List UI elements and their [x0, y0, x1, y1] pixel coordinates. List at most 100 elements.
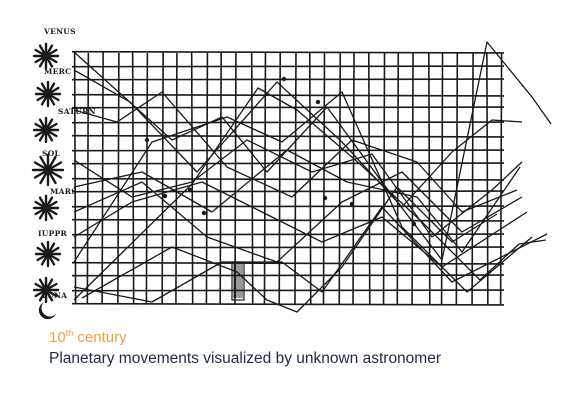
planet-label: SOL — [42, 149, 61, 158]
grid-horizontal-line — [71, 121, 505, 124]
hatched-block — [231, 261, 245, 301]
ink-dot — [411, 221, 417, 227]
star-core — [41, 203, 51, 213]
grid-vertical-line — [440, 52, 444, 305]
ink-dot — [315, 99, 321, 105]
grid-vertical-line — [161, 51, 164, 305]
star-ray — [48, 255, 56, 266]
star-core — [43, 249, 53, 259]
planet-label: VENUS — [43, 27, 76, 36]
grid-vertical-line — [411, 52, 414, 305]
orbit-curve — [73, 181, 528, 268]
grid-vertical-line — [190, 51, 194, 305]
star-core — [43, 165, 53, 175]
star-symbol — [31, 153, 65, 187]
star-symbol — [34, 80, 62, 108]
grid-vertical-line — [382, 52, 386, 305]
planet-label: SATURN — [58, 107, 96, 116]
orbit-curve — [73, 91, 533, 293]
grid-vertical-line — [219, 51, 222, 305]
star-ray — [46, 209, 54, 220]
grid-horizontal-line — [71, 78, 505, 81]
star-ray — [48, 242, 56, 253]
grid-vertical-line — [352, 52, 355, 305]
grid-horizontal-line — [71, 233, 505, 236]
grid-horizontal-line — [71, 302, 505, 306]
grid-vertical-line — [294, 52, 297, 305]
grid-horizontal-line — [71, 190, 505, 193]
planet-label: IUPPR — [38, 229, 68, 238]
grid-vertical-line — [308, 51, 312, 305]
grid-vertical-line — [131, 51, 135, 305]
century-label: 10th century — [49, 327, 563, 348]
orbit-curve — [73, 41, 552, 261]
star-ray — [46, 196, 54, 207]
grid-horizontal-line — [71, 177, 505, 181]
planet-label: MERC — [44, 67, 71, 76]
grid-horizontal-line — [71, 65, 505, 68]
star-ray — [40, 242, 48, 253]
grid-vertical-line — [486, 51, 489, 305]
planet-orbit-curves — [73, 41, 552, 313]
star-ray — [48, 171, 57, 185]
century-word: century — [77, 329, 127, 346]
planetary-movements-drawing: VENUS MERC SATURN SOL MARS IUPPR LUNA — [31, 27, 552, 320]
ink-dot — [349, 201, 355, 207]
grid-horizontal-line — [71, 162, 505, 165]
grid-horizontal-line — [71, 274, 505, 277]
planet-labels: VENUS MERC SATURN SOL MARS IUPPR LUNA — [38, 27, 96, 300]
star-core — [41, 125, 51, 135]
orbit-curve — [73, 87, 547, 301]
ink-dot — [201, 210, 207, 216]
star-ray — [49, 170, 63, 179]
planet-label: LUNA — [42, 291, 67, 300]
star-ray — [39, 171, 48, 185]
star-core — [43, 89, 53, 99]
star-symbol — [32, 42, 60, 70]
grid-vertical-line — [322, 52, 326, 305]
star-ray — [46, 278, 54, 289]
star-core — [41, 51, 51, 61]
star-ray — [40, 255, 48, 266]
grid-vertical-line — [428, 51, 431, 305]
ink-dot — [281, 76, 287, 82]
grid-horizontal-line — [71, 50, 505, 54]
orbit-curve — [73, 206, 548, 303]
grid-vertical-line — [367, 51, 371, 305]
grid-horizontal-line — [71, 289, 505, 292]
star-ray — [38, 291, 46, 302]
grid-horizontal-line — [71, 218, 505, 222]
caption: 10th century Planetary movements visuali… — [49, 327, 563, 369]
grid-vertical-line — [499, 52, 503, 305]
star-ray — [49, 161, 63, 170]
grid-vertical-line — [396, 51, 400, 305]
moon-crescent-icon — [38, 302, 56, 320]
grid-horizontal-line — [71, 106, 505, 109]
grid-vertical-line — [278, 51, 282, 305]
planet-label: MARS — [50, 187, 77, 196]
grid-horizontal-line — [71, 205, 505, 208]
century-number: 10 — [49, 329, 66, 346]
orbit-curve — [73, 69, 523, 208]
orbit-curve — [73, 171, 523, 263]
grid-vertical-line — [455, 51, 459, 305]
orbit-curve — [73, 149, 521, 253]
ink-dot — [322, 195, 328, 201]
star-ray — [38, 278, 46, 289]
grid-horizontal-line — [71, 246, 505, 249]
orbit-curve — [81, 186, 498, 313]
star-symbol — [32, 194, 60, 222]
star-ray — [48, 155, 57, 169]
caption-description: Planetary movements visualized by unknow… — [49, 350, 441, 367]
ink-dot — [187, 187, 193, 193]
grid-vertical-line — [471, 52, 474, 305]
orbit-curve — [73, 91, 518, 213]
orbit-curve — [73, 139, 523, 238]
star-ray — [38, 209, 46, 220]
star-ray — [46, 291, 54, 302]
century-suffix: th — [65, 328, 74, 338]
star-ray — [33, 161, 47, 170]
planet-star-symbols — [31, 42, 65, 320]
grid-horizontal-line — [71, 93, 505, 97]
star-core — [41, 285, 51, 295]
